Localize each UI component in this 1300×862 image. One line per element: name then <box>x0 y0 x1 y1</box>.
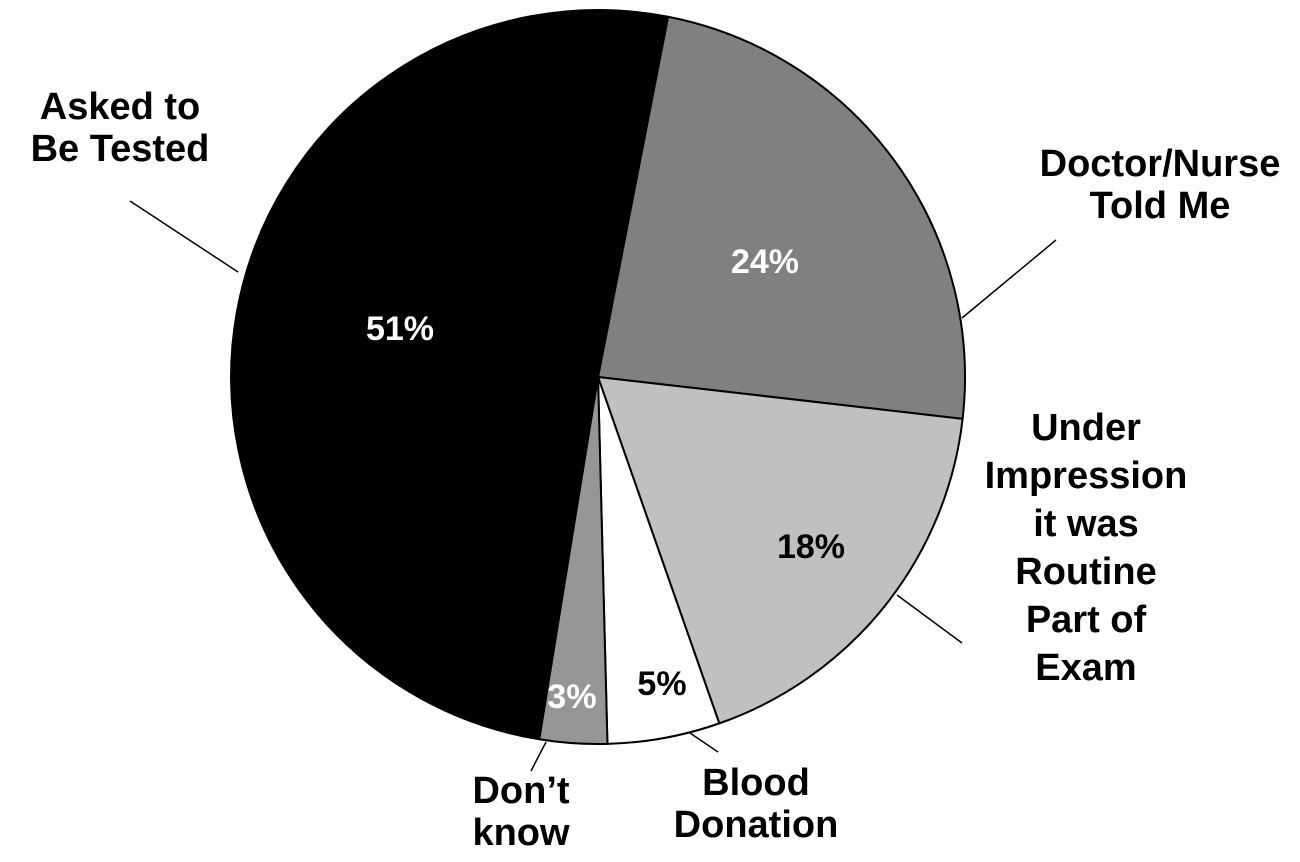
value-label-blood-donation: 5% <box>637 665 686 703</box>
percentage-labels: 24% 18% 5% 3% 51% <box>366 243 845 716</box>
leader-lines <box>129 200 1057 772</box>
value-label-asked-to-be-tested: 51% <box>366 310 434 348</box>
pie-slice-asked-to-be-tested <box>230 9 670 741</box>
category-label-line: Routine <box>1015 551 1156 593</box>
category-label-line: Asked to <box>40 86 200 128</box>
category-label-line: Doctor/Nurse <box>1040 143 1281 185</box>
category-label-asked-to-be-tested: Asked to Be Tested <box>31 86 210 170</box>
leader-line-asked-to-be-tested <box>129 200 239 273</box>
category-label-line: Told Me <box>1090 185 1231 227</box>
category-labels: Doctor/Nurse Told Me Under Impression it was… <box>31 86 1281 854</box>
pie-slices <box>230 9 966 745</box>
category-label-line: Donation <box>674 804 839 846</box>
category-label-line: Impression <box>985 455 1188 497</box>
category-label-line: know <box>472 812 570 854</box>
category-label-line: Under <box>1031 407 1141 449</box>
value-label-doctor-nurse-told-me: 24% <box>731 243 799 281</box>
category-label-under-impression-it-was-routine-part-of-exam: Under Impression it was Routine Part of Exam <box>985 407 1188 689</box>
leader-line-blood-donation <box>689 732 719 753</box>
leader-line-don-t-know <box>530 741 547 772</box>
category-label-line: Don’t <box>472 770 569 812</box>
leader-line-under-impression-it-was-routine-part-of-exam <box>896 594 963 644</box>
pie-slice-doctor-nurse-told-me <box>597 15 966 420</box>
category-label-line: Be Tested <box>31 128 210 170</box>
category-label-line: Part of <box>1026 599 1147 641</box>
value-label-don-t-know: 3% <box>547 678 596 716</box>
category-label-line: it was <box>1033 503 1139 545</box>
category-label-doctor-nurse-told-me: Doctor/Nurse Told Me <box>1040 143 1281 227</box>
category-label-line: Exam <box>1035 647 1136 689</box>
value-label-under-impression-it-was-routine-part-of-exam: 18% <box>777 528 845 566</box>
leader-line-doctor-nurse-told-me <box>961 239 1057 319</box>
category-label-don-t-know: Don’t know <box>472 770 570 854</box>
category-label-blood-donation: Blood Donation <box>674 762 839 846</box>
category-label-line: Blood <box>702 762 810 804</box>
